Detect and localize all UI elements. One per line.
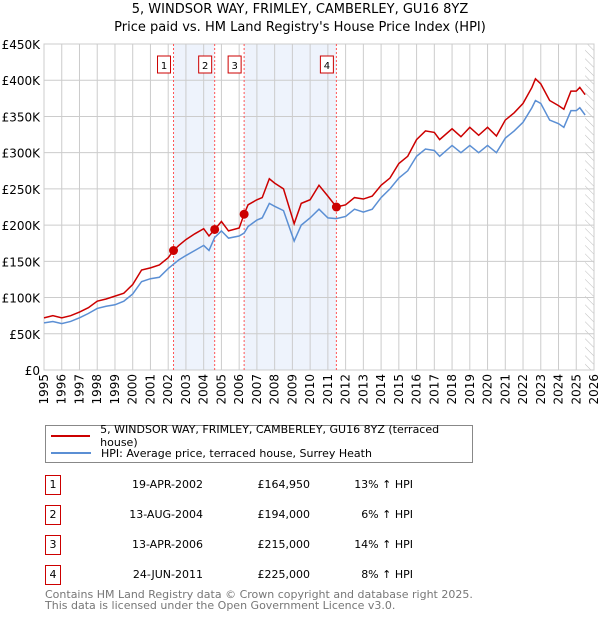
- transaction-row: 3 13-APR-2006 £215,000 14% ↑ HPI: [45, 535, 445, 555]
- price-chart: £0 £50K £100K £150K £200K £250K £300K £350K £400…: [2, 38, 600, 405]
- x-tick-label: 2003: [179, 374, 193, 405]
- property-line: [43, 77, 586, 319]
- sale-point: [210, 224, 220, 234]
- plot-border: [43, 43, 595, 371]
- transaction-price: £164,950: [257, 478, 311, 491]
- x-tick-label: 1997: [72, 374, 86, 405]
- x-tick-label: 2019: [463, 374, 477, 405]
- sale-marker-box: [319, 55, 334, 74]
- shaded-range: [244, 44, 337, 370]
- x-tick-label: 2011: [321, 374, 335, 405]
- x-tick-label: 2007: [250, 374, 264, 405]
- shaded-range: [173, 44, 215, 370]
- transaction-hpi-diff: 6% ↑ HPI: [361, 508, 413, 521]
- y-tick-label: £300K: [2, 147, 42, 161]
- x-tick-label: 2001: [143, 374, 157, 405]
- legend-item-hpi: HPI: Average price, terraced house, Surr…: [46, 445, 372, 461]
- x-tick-label: 2024: [552, 374, 566, 405]
- legend-label-property: 5, WINDSOR WAY, FRIMLEY, CAMBERLEY, GU16…: [100, 423, 440, 449]
- transaction-hpi-diff: 14% ↑ HPI: [354, 538, 413, 551]
- transaction-hpi-diff: 8% ↑ HPI: [361, 568, 413, 581]
- transaction-row: 1 19-APR-2002 £164,950 13% ↑ HPI: [45, 475, 445, 495]
- x-tick-label: 2016: [410, 374, 424, 405]
- x-tick-label: 1995: [37, 374, 51, 405]
- sale-point: [169, 246, 179, 256]
- forecast-hatch: [585, 44, 594, 370]
- sale-point: [331, 202, 341, 212]
- sale-marker-label: 2: [202, 61, 208, 72]
- legend-item-property: 5, WINDSOR WAY, FRIMLEY, CAMBERLEY, GU16…: [46, 423, 472, 449]
- footer: Contains HM Land Registry data © Crown c…: [45, 589, 473, 611]
- x-tick-label: 1999: [108, 374, 122, 405]
- x-tick-label: 2008: [268, 374, 282, 405]
- transaction-date: 13-AUG-2004: [129, 508, 203, 521]
- x-tick-label: 2000: [126, 374, 140, 405]
- x-tick-label: 2021: [498, 374, 512, 405]
- legend: 5, WINDSOR WAY, FRIMLEY, CAMBERLEY, GU16…: [45, 423, 473, 463]
- x-tick-label: 2022: [516, 374, 530, 405]
- x-tick-label: 2009: [285, 374, 299, 405]
- x-tick-label: 1996: [55, 374, 69, 405]
- transaction-row: 2 13-AUG-2004 £194,000 6% ↑ HPI: [45, 505, 445, 525]
- x-tick-label: 2017: [427, 374, 441, 405]
- transaction-marker: 3: [45, 535, 61, 555]
- transaction-date: 13-APR-2006: [131, 538, 203, 551]
- hpi-line: [43, 99, 586, 325]
- sale-marker-box: [157, 55, 172, 74]
- y-tick-label: £400K: [2, 74, 42, 88]
- transaction-date: 19-APR-2002: [131, 478, 203, 491]
- x-tick-label: 2025: [569, 374, 583, 405]
- sale-point: [239, 209, 249, 219]
- x-tick-label: 1998: [90, 374, 104, 405]
- x-tick-label: 2012: [339, 374, 353, 405]
- x-tick-label: 2018: [445, 374, 459, 405]
- sale-marker-box: [198, 55, 213, 74]
- x-tick-label: 2026: [587, 374, 600, 405]
- footer-line-1: Contains HM Land Registry data © Crown c…: [45, 588, 473, 601]
- transaction-row: 4 24-JUN-2011 £225,000 8% ↑ HPI: [45, 565, 445, 585]
- sale-marker-box: [227, 55, 242, 74]
- y-tick-label: £450K: [2, 38, 42, 52]
- transaction-marker: 2: [45, 505, 61, 525]
- y-tick-label: £250K: [2, 183, 42, 197]
- x-tick-label: 2014: [374, 374, 388, 405]
- x-tick-label: 2005: [214, 374, 228, 405]
- y-tick-label: £50K: [9, 328, 41, 342]
- transaction-price: £215,000: [257, 538, 311, 551]
- sale-marker-label: 3: [231, 61, 237, 72]
- y-tick-label: £100K: [2, 292, 42, 306]
- transaction-price: £225,000: [257, 568, 311, 581]
- transaction-date: 24-JUN-2011: [132, 568, 203, 581]
- transaction-marker: 1: [45, 475, 61, 495]
- legend-label-hpi: HPI: Average price, terraced house, Surr…: [101, 446, 372, 460]
- transaction-marker: 4: [45, 565, 61, 585]
- x-tick-label: 2015: [392, 374, 406, 405]
- x-tick-label: 2006: [232, 374, 246, 405]
- y-tick-label: £350K: [2, 110, 42, 124]
- transaction-price: £194,000: [257, 508, 311, 521]
- y-tick-label: £200K: [2, 219, 42, 233]
- chart-title: 5, WINDSOR WAY, FRIMLEY, CAMBERLEY, GU16…: [131, 2, 469, 17]
- x-tick-label: 2010: [303, 374, 317, 405]
- x-tick-label: 2004: [197, 374, 211, 405]
- sale-marker-label: 1: [161, 61, 167, 72]
- sale-marker-label: 4: [324, 61, 330, 72]
- footer-line-2: This data is licensed under the Open Gov…: [45, 599, 396, 612]
- transaction-hpi-diff: 13% ↑ HPI: [354, 478, 413, 491]
- chart-subtitle: Price paid vs. HM Land Registry's House …: [114, 20, 486, 35]
- legend-swatch-hpi: [51, 452, 91, 454]
- y-tick-label: £0: [25, 364, 40, 378]
- x-tick-label: 2002: [161, 374, 175, 405]
- x-tick-label: 2020: [481, 374, 495, 405]
- legend-swatch-property: [51, 435, 91, 437]
- x-tick-label: 2023: [534, 374, 548, 405]
- x-tick-label: 2013: [356, 374, 370, 405]
- y-tick-label: £150K: [2, 255, 42, 269]
